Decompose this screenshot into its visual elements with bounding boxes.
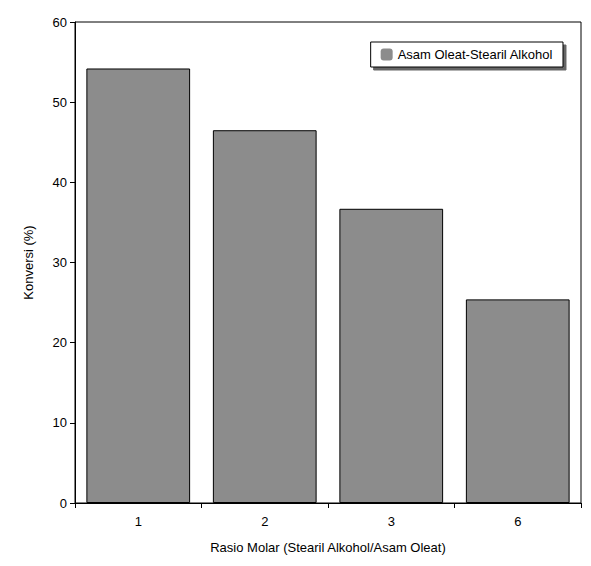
svg-text:40: 40 — [53, 175, 67, 190]
svg-text:50: 50 — [53, 95, 67, 110]
svg-text:20: 20 — [53, 335, 67, 350]
svg-text:2: 2 — [261, 514, 268, 529]
svg-text:1: 1 — [135, 514, 142, 529]
svg-text:Asam Oleat-Stearil Alkohol: Asam Oleat-Stearil Alkohol — [398, 47, 553, 62]
svg-text:Rasio Molar (Stearil Alkohol/A: Rasio Molar (Stearil Alkohol/Asam Oleat) — [210, 540, 446, 555]
svg-text:3: 3 — [388, 514, 395, 529]
svg-text:30: 30 — [53, 255, 67, 270]
svg-text:0: 0 — [60, 496, 67, 511]
svg-text:Konversi (%): Konversi (%) — [21, 225, 36, 299]
svg-text:6: 6 — [514, 514, 521, 529]
svg-text:10: 10 — [53, 415, 67, 430]
svg-text:60: 60 — [53, 15, 67, 30]
